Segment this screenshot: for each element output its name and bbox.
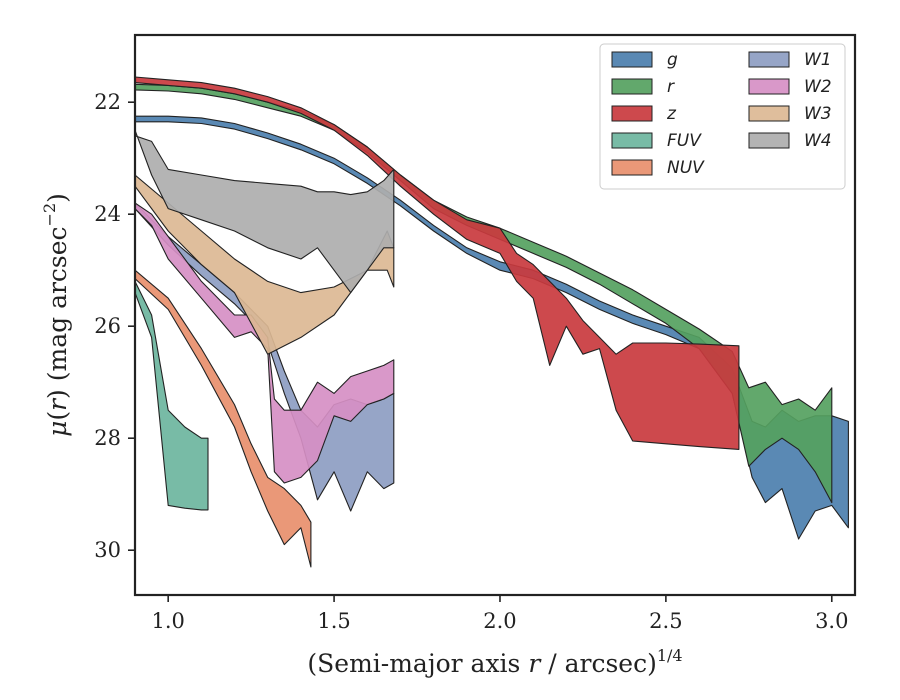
legend-swatch-w2: [748, 78, 790, 95]
y-axis-label: μ(r) (mag arcsec−2): [40, 193, 72, 437]
x-tick-label: 2.5: [649, 609, 682, 633]
x-axis-label-prefix: (Semi-major axis: [307, 649, 528, 678]
x-axis-label-exponent: 1/4: [657, 646, 683, 665]
x-tick-label: 1.0: [151, 609, 184, 633]
y-axis-label-exponent: −2: [40, 203, 59, 227]
x-axis-label: (Semi-major axis r / arcsec)1/4: [307, 646, 682, 678]
x-axis-label-suffix: / arcsec): [540, 649, 657, 678]
legend-label-r: r: [667, 77, 675, 97]
series-band-z: [135, 76, 740, 450]
legend-label-w3: W3: [804, 104, 832, 124]
legend-swatch-w1: [748, 51, 790, 68]
legend-swatch-w3: [748, 105, 790, 122]
x-tick-label: 3.0: [815, 609, 848, 633]
series-band-w3: [135, 174, 395, 355]
y-tick-label: 28: [94, 426, 121, 450]
ticks-layer: 1.0 1.5 2.0 2.5 3.0 22 24 26 28 30: [94, 90, 848, 633]
legend-label-w2: W2: [804, 77, 832, 97]
legend: grz FUV NUV W1 W2 W3 W4: [599, 43, 846, 190]
x-tick-label: 2.0: [483, 609, 516, 633]
legend-swatch-fuv: [611, 132, 653, 149]
legend-swatch-w4: [748, 132, 790, 149]
legend-swatch-g: [611, 51, 653, 68]
series-layer: [135, 76, 849, 568]
y-axis-label-units: ) (mag arcsec: [43, 226, 72, 399]
series-band-fuv: [135, 280, 209, 511]
x-tick-label: 1.5: [317, 609, 350, 633]
legend-swatch-r: [611, 78, 653, 95]
y-tick-label: 22: [94, 90, 121, 114]
legend-label-fuv: FUV: [667, 131, 702, 151]
legend-label-g: g: [667, 50, 678, 70]
legend-label-w1: W1: [804, 50, 832, 70]
y-tick-label: 26: [94, 314, 121, 338]
legend-swatch-nuv: [611, 159, 653, 176]
y-axis-label-open: (: [43, 411, 72, 421]
legend-swatch-z: [611, 105, 653, 122]
y-axis-label-close: ): [43, 193, 72, 203]
series-band-w4: [135, 129, 395, 294]
legend-label-nuv: NUV: [667, 158, 705, 178]
y-tick-label: 30: [94, 538, 121, 562]
plot-frame: [133, 33, 857, 597]
x-axis-label-variable: r: [528, 649, 542, 678]
y-tick-label: 24: [94, 202, 121, 226]
series-band-nuv: [135, 269, 312, 568]
y-axis-label-r: r: [43, 397, 72, 411]
y-axis-label-mu: μ: [43, 421, 72, 437]
legend-label-w4: W4: [804, 131, 832, 151]
legend-label-z: z: [666, 104, 677, 124]
